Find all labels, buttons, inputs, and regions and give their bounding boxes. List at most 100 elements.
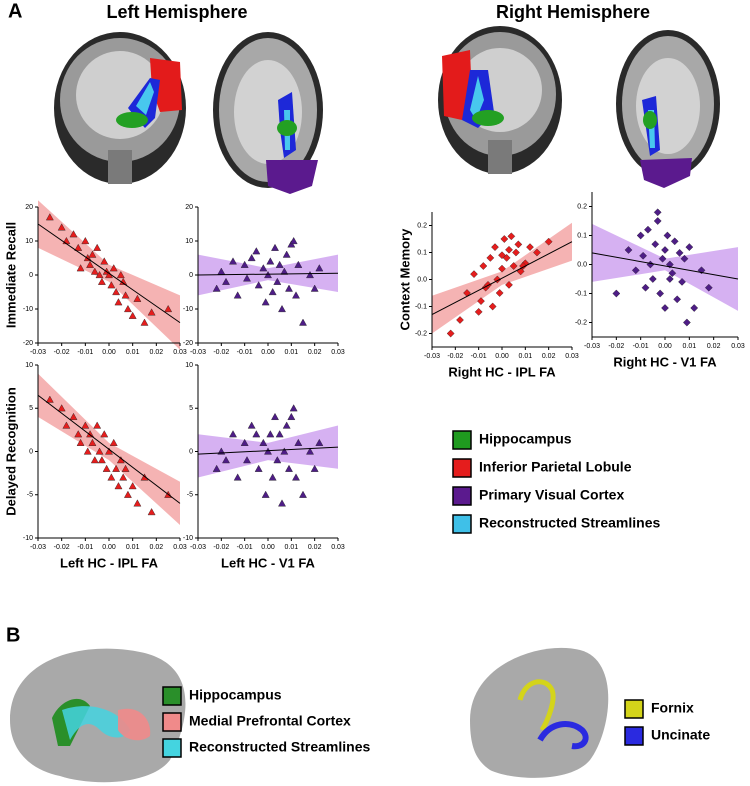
data-point: [653, 217, 662, 225]
data-point: [282, 250, 291, 258]
data-point: [289, 236, 298, 245]
data-point: [252, 247, 261, 255]
x-tick-label: -0.01: [633, 343, 649, 350]
data-point: [278, 499, 286, 507]
x-tick-label: -0.03: [584, 343, 600, 350]
x-tick-label: 0.03: [173, 349, 187, 356]
data-point: [624, 246, 633, 254]
data-point: [310, 464, 319, 472]
x-tick-label: -0.02: [54, 544, 70, 551]
data-point: [491, 243, 499, 251]
y-tick-label: 10: [25, 362, 33, 369]
x-tick-label: -0.01: [237, 544, 253, 551]
panel-label: A: [8, 0, 22, 22]
y-tick-label: 0.0: [417, 276, 427, 283]
data-point: [507, 232, 516, 241]
data-point: [147, 308, 156, 316]
data-point: [93, 243, 102, 251]
data-point: [668, 269, 677, 278]
data-point: [81, 421, 90, 429]
data-point: [114, 482, 123, 490]
data-point: [533, 248, 541, 257]
data-point: [254, 464, 263, 472]
data-point: [62, 421, 71, 429]
x-axis-label: Left HC - V1 FA: [221, 555, 316, 570]
data-point: [287, 412, 296, 420]
data-point: [488, 302, 497, 311]
x-tick-label: -0.02: [608, 343, 624, 350]
y-tick-label: 0.2: [417, 222, 427, 229]
data-point: [121, 464, 130, 472]
y-tick-label: 0: [189, 448, 193, 455]
x-tick-label: -0.02: [213, 349, 229, 356]
data-point: [651, 240, 660, 249]
x-tick-label: 0.01: [285, 544, 299, 551]
fit-line: [197, 272, 339, 276]
data-point: [69, 230, 78, 238]
data-point: [505, 281, 513, 289]
x-tick-label: 0.01: [285, 349, 299, 356]
x-tick-label: 0.03: [731, 343, 745, 350]
data-point: [505, 245, 513, 254]
y-tick-label: 10: [185, 238, 193, 245]
data-point: [222, 277, 230, 285]
x-tick-label: 0.00: [102, 544, 116, 551]
x-tick-label: 0.03: [565, 353, 579, 360]
data-point: [266, 430, 275, 438]
legend-swatch: [452, 458, 472, 478]
legend-label: Reconstructed Streamlines: [479, 515, 660, 531]
data-point: [636, 231, 645, 240]
data-point: [133, 499, 142, 507]
data-point: [280, 447, 289, 455]
data-point: [498, 251, 506, 260]
x-tick-label: 0.02: [542, 353, 556, 360]
data-point: [278, 304, 286, 313]
data-point: [273, 277, 282, 285]
x-tick-label: -0.03: [424, 353, 440, 360]
x-tick-label: 0.03: [173, 544, 187, 551]
data-point: [147, 508, 156, 516]
data-point: [243, 456, 251, 464]
data-point: [259, 264, 268, 272]
confidence-band: [592, 223, 738, 311]
data-point: [95, 270, 104, 279]
data-point: [294, 438, 303, 446]
data-point: [229, 257, 237, 265]
y-tick-label: -0.1: [415, 303, 427, 310]
data-point: [45, 213, 54, 221]
data-point: [233, 291, 242, 299]
data-point: [133, 294, 142, 302]
data-point: [612, 289, 621, 298]
fit-line: [431, 241, 573, 316]
fit-line: [37, 223, 181, 324]
y-tick-label: -5: [187, 492, 193, 499]
data-point: [247, 421, 256, 429]
data-point: [683, 318, 691, 327]
x-axis-label: Right HC - IPL FA: [448, 364, 556, 379]
legend-swatch: [162, 738, 182, 758]
data-point: [57, 404, 66, 412]
data-point: [107, 473, 116, 481]
x-tick-label: 0.01: [683, 343, 697, 350]
data-point: [121, 291, 130, 299]
y-tick-label: 0.0: [577, 261, 587, 268]
panel-label: B: [6, 624, 20, 646]
y-tick-label: -10: [23, 306, 33, 313]
data-point: [498, 264, 506, 273]
data-point: [294, 260, 303, 268]
brain-axial-left: [213, 32, 323, 194]
data-point: [95, 447, 104, 455]
x-tick-label: 0.01: [519, 353, 533, 360]
data-point: [631, 266, 640, 275]
y-tick-label: 0.1: [577, 232, 587, 239]
data-point: [128, 482, 137, 490]
x-tick-label: 0.02: [308, 544, 322, 551]
legend-swatch: [624, 726, 644, 746]
data-point: [670, 237, 679, 246]
x-tick-label: 0.00: [261, 349, 275, 356]
data-point: [74, 243, 83, 251]
data-point: [107, 281, 116, 289]
data-point: [446, 329, 455, 338]
fit-line: [197, 446, 339, 455]
brain-3d-right: [470, 647, 609, 778]
